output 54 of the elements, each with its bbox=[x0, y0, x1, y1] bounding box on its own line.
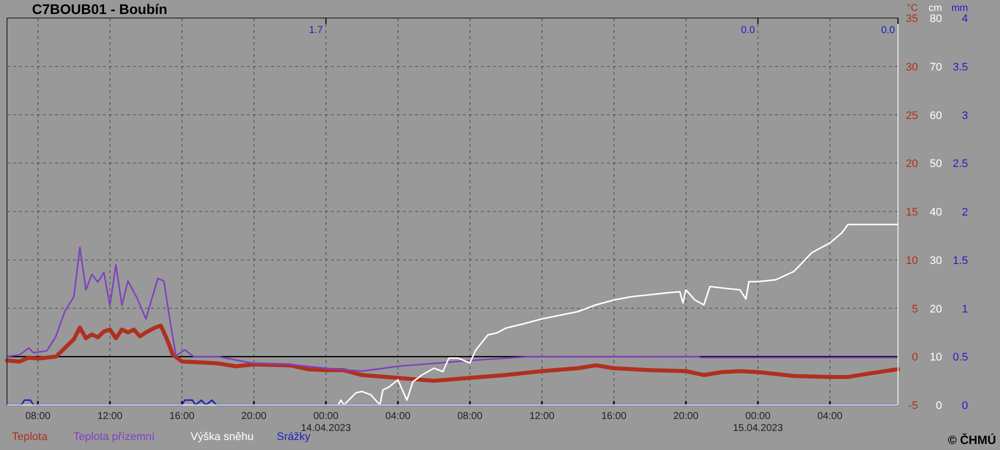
y3-tick-label: 4 bbox=[962, 13, 968, 25]
y3-tick-label: 3 bbox=[962, 110, 968, 122]
x-tick-label: 00:00 14.04.2023 bbox=[300, 411, 352, 434]
y-tick-label: 25 bbox=[906, 110, 918, 122]
y3-tick-label: 0.5 bbox=[952, 352, 968, 364]
text: Srážky bbox=[276, 431, 311, 443]
y2-axis-title: cm bbox=[928, 3, 942, 14]
y-tick-label: -5 bbox=[908, 400, 918, 412]
x-tick-label: 08:00 bbox=[457, 411, 483, 422]
text: Výška sněhu bbox=[190, 431, 254, 443]
line-series bbox=[6, 246, 899, 372]
annotation: 0.0 bbox=[740, 25, 756, 36]
x-tick-label: 12:00 bbox=[529, 411, 555, 422]
y-tick-label: 35 bbox=[906, 13, 918, 25]
annotation: 1.7 bbox=[308, 25, 324, 36]
x-tick-label: 00:00 15.04.2023 bbox=[732, 411, 784, 434]
x-tick-label: 08:00 bbox=[25, 411, 51, 422]
x-tick-label: 20:00 bbox=[673, 411, 699, 422]
y-tick-label: 0 bbox=[912, 352, 918, 364]
y3-tick-label: 2.5 bbox=[952, 158, 968, 170]
x-tick-label: 20:00 bbox=[241, 411, 267, 422]
y2-tick-label: 40 bbox=[930, 206, 942, 218]
y-tick-label: 20 bbox=[906, 158, 918, 170]
y3-axis-title: mm bbox=[951, 3, 968, 14]
y3-tick-label: 3.5 bbox=[952, 61, 968, 74]
y2-tick-label: 10 bbox=[930, 352, 942, 364]
y2-tick-label: 80 bbox=[930, 13, 942, 25]
y-tick-label: 30 bbox=[906, 61, 918, 74]
text: Teplota bbox=[12, 431, 48, 443]
y3-tick-label: 1 bbox=[962, 303, 968, 316]
y2-tick-label: 50 bbox=[930, 158, 942, 170]
y3-tick-label: 0 bbox=[962, 400, 968, 412]
y2-tick-label: 60 bbox=[930, 110, 942, 122]
y3-tick-label: 2 bbox=[962, 206, 968, 218]
x-tick-label: 16:00 bbox=[169, 411, 195, 422]
text: Teplota přízemní bbox=[73, 431, 156, 443]
y-tick-label: 5 bbox=[912, 303, 918, 316]
x-tick-label: 12:00 bbox=[97, 411, 123, 422]
y3-tick-label: 1.5 bbox=[952, 254, 968, 267]
line-series bbox=[337, 224, 899, 406]
y2-tick-label: 20 bbox=[930, 303, 942, 316]
annotation: 0.0 bbox=[881, 25, 896, 36]
line-series bbox=[5, 324, 900, 383]
x-tick-label: 04:00 bbox=[385, 411, 411, 422]
chart-title: C7BOUB01 - Boubín bbox=[32, 1, 168, 17]
text: © ČHMÚ bbox=[948, 433, 996, 447]
y2-tick-label: 30 bbox=[930, 254, 942, 267]
x-tick-label: 04:00 bbox=[817, 411, 843, 422]
x-tick-label: 16:00 bbox=[601, 411, 627, 422]
y2-tick-label: 0 bbox=[936, 400, 942, 412]
y-axis-title: °C bbox=[906, 3, 918, 14]
y2-tick-label: 70 bbox=[930, 61, 942, 74]
y-tick-label: 15 bbox=[906, 206, 918, 218]
y-tick-label: 10 bbox=[906, 254, 918, 267]
